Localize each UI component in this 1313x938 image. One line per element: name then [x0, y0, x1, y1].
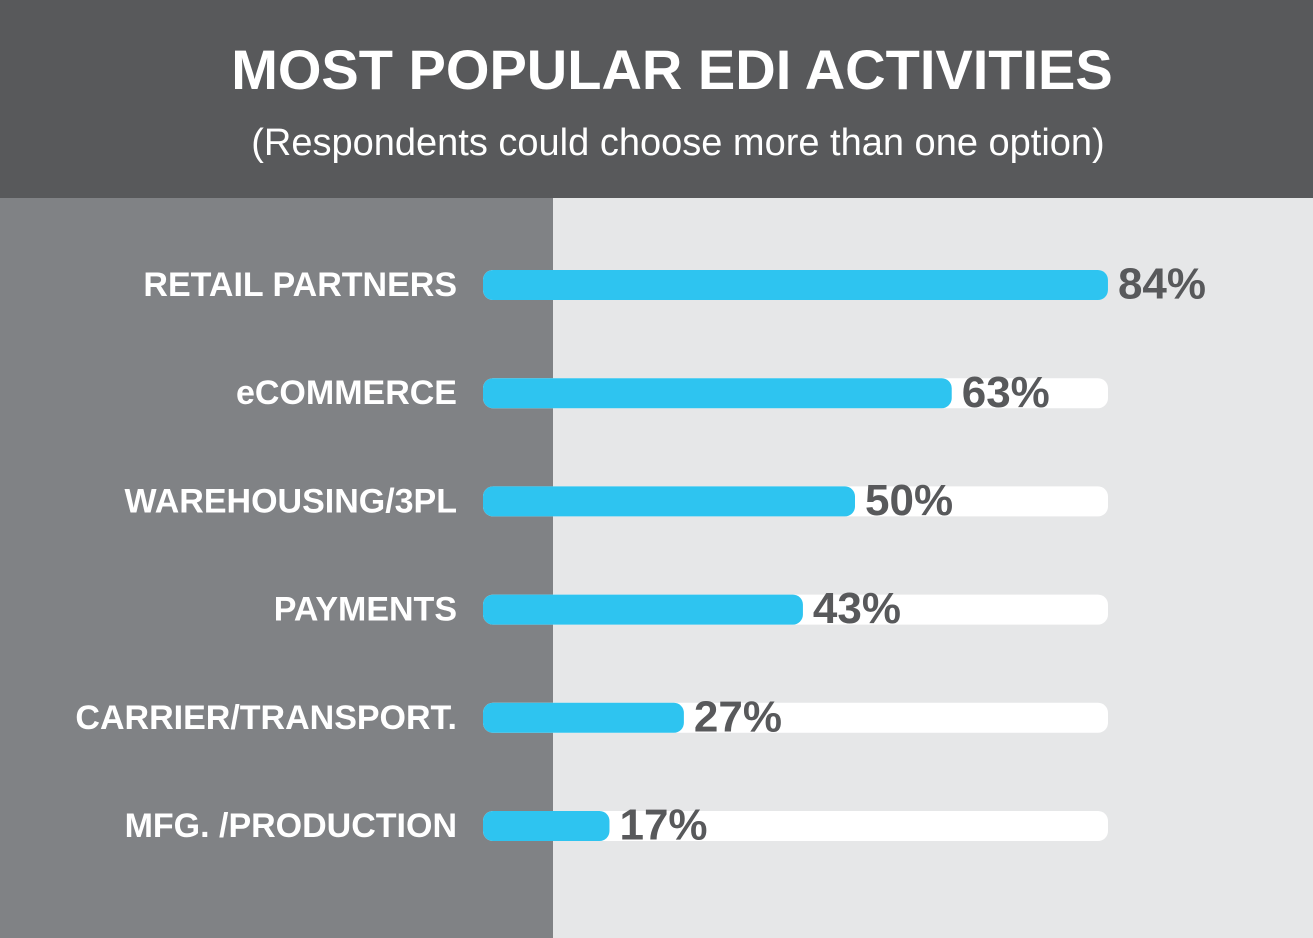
category-label: eCOMMERCE	[236, 374, 457, 412]
value-label: 27%	[694, 692, 782, 741]
bar-track	[483, 811, 1108, 841]
value-label: 63%	[962, 368, 1050, 417]
chart-title: MOST POPULAR EDI ACTIVITIES	[231, 38, 1113, 101]
bar	[483, 811, 610, 841]
bar	[483, 270, 1108, 300]
category-label: PAYMENTS	[274, 591, 457, 629]
bar	[483, 378, 952, 409]
bar	[483, 702, 684, 733]
value-label: 84%	[1118, 260, 1206, 309]
category-label: RETAIL PARTNERS	[143, 266, 457, 304]
value-label: 17%	[619, 801, 707, 850]
bar	[483, 594, 803, 625]
value-label: 50%	[865, 476, 953, 525]
category-label: MFG. /PRODUCTION	[125, 807, 457, 845]
header-background	[0, 0, 1313, 198]
label-panel	[0, 198, 553, 938]
category-label: WAREHOUSING/3PL	[125, 482, 457, 520]
value-label: 43%	[813, 584, 901, 633]
bar	[483, 486, 855, 517]
chart-subtitle: (Respondents could choose more than one …	[251, 122, 1104, 164]
category-label: CARRIER/TRANSPORT.	[75, 699, 457, 737]
